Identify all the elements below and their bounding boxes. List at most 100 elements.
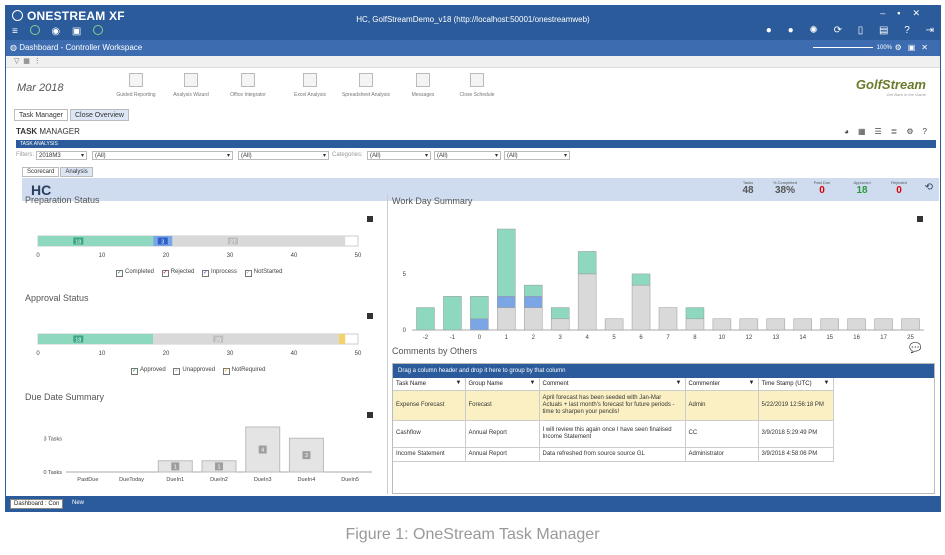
x-tick-label: 10 [99, 253, 106, 259]
close-dashboard-icon[interactable]: ✕ [921, 43, 934, 52]
tab-scorecard[interactable]: Scorecard [22, 167, 60, 177]
filter-icon[interactable]: ▼ [748, 380, 755, 386]
guided-reporting-button[interactable]: Guided Reporting [106, 73, 166, 98]
clipboard-icon[interactable]: ▯ [857, 25, 864, 36]
cell-group-name: Annual Report [465, 447, 540, 462]
expand-due-date-icon[interactable] [367, 412, 373, 418]
expand-preparation-icon[interactable] [367, 216, 373, 222]
preparation-title: Preparation Status [25, 195, 100, 205]
cell-time-stamp: 5/22/2019 12:56:18 PM [758, 390, 834, 421]
spreadsheet-analysis-button[interactable]: Spreadsheet Analysis [336, 73, 396, 98]
grid-icon[interactable]: ▦ [23, 58, 30, 65]
column-header-task-name[interactable]: Task Name ▼ [393, 378, 466, 391]
group-by-area[interactable]: Drag a column header and drop it here to… [393, 364, 934, 378]
cell-comment: April forecast has been seeded with Jan-… [539, 390, 686, 421]
filter-icon[interactable]: ▽ [14, 58, 20, 65]
minimize-icon[interactable]: – [880, 8, 898, 18]
new-tab-button[interactable]: New [72, 500, 85, 506]
legend-notstarted[interactable]: ✓ NotStarted [244, 269, 282, 277]
filter-select-2[interactable]: (All) [92, 151, 233, 160]
column-header-commenter[interactable]: Commenter ▼ [685, 378, 759, 391]
data-label: 18 [75, 240, 81, 246]
stat-label: Rejected [891, 180, 907, 185]
messages-button[interactable]: Messages [393, 73, 453, 98]
bar-segment [443, 296, 462, 331]
period-select[interactable]: 2018M3 [36, 151, 87, 160]
copy-icon[interactable]: ▣ [71, 26, 82, 37]
filter-icon[interactable]: ▼ [675, 380, 682, 386]
user-settings-icon[interactable]: ● [787, 25, 794, 36]
legend-completed[interactable]: ✓ Completed [116, 269, 154, 277]
tab-analysis[interactable]: Analysis [60, 167, 93, 177]
user-icon[interactable]: ● [765, 25, 772, 36]
column-header-time-stamp[interactable]: Time Stamp (UTC) ▼ [758, 378, 834, 391]
workflow-icon[interactable]: ⟳ [833, 25, 842, 36]
analysis-wizard-button[interactable]: Analysis Wizard [161, 73, 221, 98]
tiles-icon[interactable]: ▦ [857, 127, 875, 136]
x-tick-label: 0 [36, 351, 40, 357]
approval-chart: 18 29 0 10 20 30 40 50 [36, 333, 362, 357]
close-schedule-button[interactable]: Close Schedule [447, 73, 507, 98]
bar-segment [766, 318, 786, 331]
column-header-group-name[interactable]: Group Name ▼ [465, 378, 540, 391]
category-select[interactable]: (All) [367, 151, 431, 160]
excel-analysis-button[interactable]: Excel Analysis [280, 73, 340, 98]
refresh-icon[interactable] [93, 25, 104, 35]
expand-work-day-icon[interactable] [917, 216, 923, 222]
sync-icon[interactable]: ✺ [809, 25, 818, 36]
menu-icon[interactable]: ≡ [12, 26, 18, 37]
legend-approved[interactable]: ✓ Approved [131, 367, 166, 375]
zoom-slider[interactable]: 100% [812, 40, 892, 56]
tree-icon[interactable]: ☰ [874, 127, 891, 136]
office-integrator-button[interactable]: Office Integrator [218, 73, 278, 98]
legend-inprocess[interactable]: ✓ Inprocess [202, 269, 237, 277]
legend-notrequired[interactable]: ✓ NotRequired [222, 367, 265, 375]
filter-icon[interactable]: ▼ [823, 380, 830, 386]
undock-icon[interactable]: ▣ [907, 43, 922, 52]
x-tick-label: -2 [423, 335, 429, 341]
filter-select-6[interactable]: (All) [504, 151, 570, 160]
home-icon[interactable] [29, 25, 40, 35]
legend-unapproved[interactable]: ✓ Unapproved [173, 367, 215, 375]
help-icon[interactable]: ? [904, 25, 910, 36]
task-manager-toolbar: ◕▦☰≣⚙? [844, 127, 936, 136]
legend-rejected[interactable]: ✓ Rejected [161, 269, 194, 277]
globe-icon[interactable]: ◉ [51, 26, 61, 37]
column-header-comment[interactable]: Comment ▼ [539, 378, 686, 391]
logout-icon[interactable]: ⇥ [925, 25, 934, 36]
filter-icon[interactable]: ▼ [529, 380, 536, 386]
logo-text: GolfStream [855, 77, 926, 92]
tab-dashboard-con[interactable]: Dashboard : Con [10, 499, 64, 509]
refresh-scorecard-icon[interactable]: ⟲ [924, 182, 933, 193]
table-row[interactable]: Income Statement Annual Report Data refr… [393, 447, 834, 462]
bar-segment [497, 296, 516, 308]
settings-icon[interactable]: ⚙ [894, 43, 908, 52]
x-tick-label: -1 [450, 335, 456, 341]
comment-icon[interactable]: 💬 [909, 343, 922, 354]
expand-approval-icon[interactable] [367, 313, 373, 319]
x-tick-label: 20 [163, 351, 170, 357]
task-icon[interactable]: ▤ [879, 25, 889, 36]
filter-select-5[interactable]: (All) [434, 151, 501, 160]
tab-close-overview[interactable]: Close Overview [69, 109, 129, 121]
more-icon[interactable]: ⋮ [33, 58, 41, 65]
data-label: 18 [75, 338, 81, 344]
help-icon[interactable]: ? [922, 127, 936, 136]
x-tick-label: 30 [227, 351, 234, 357]
pie-icon[interactable]: ◕ [844, 127, 858, 136]
table-row[interactable]: Cashflow Annual Report I will review thi… [393, 420, 834, 448]
tab-task-manager[interactable]: Task Manager [14, 109, 68, 121]
filter-select-3[interactable]: (All) [238, 151, 329, 160]
bar-segment [577, 273, 597, 331]
data-label: 1 [174, 464, 177, 470]
bar-segment [631, 273, 651, 286]
table-row[interactable]: Expense Forecast Forecast April forecast… [393, 390, 834, 421]
restore-icon[interactable]: ▪ [897, 8, 913, 18]
dashboard-bar: ◍ Dashboard - Controller Workspace 100% … [6, 40, 940, 56]
close-window-icon[interactable]: ✕ [912, 8, 932, 18]
comments-grid: Drag a column header and drop it here to… [392, 363, 935, 494]
list-icon[interactable]: ≣ [890, 127, 907, 136]
filter-icon[interactable]: ▼ [455, 380, 462, 386]
gear-icon[interactable]: ⚙ [906, 127, 923, 136]
data-label: 29 [215, 338, 221, 344]
